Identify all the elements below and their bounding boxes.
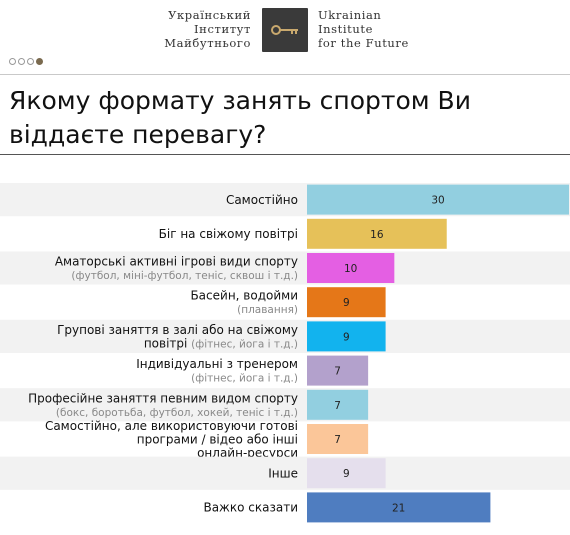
category-label: онлайн-ресурси <box>197 446 298 460</box>
row-band <box>0 456 570 490</box>
logo-ua-line-2: Інститут <box>194 22 251 36</box>
logo-text-english: Ukrainian Institute for the Future <box>318 8 409 50</box>
category-label: Індивідуальні з тренером <box>136 357 298 371</box>
category-label: Самостійно <box>226 193 298 207</box>
category-label: повітрі (фітнес, йога і т.д.) <box>144 336 298 350</box>
bar-value-label: 9 <box>343 331 350 343</box>
category-sublabel: (бокс, боротьба, футбол, хокей, теніс і … <box>56 407 298 419</box>
row-band <box>0 319 570 353</box>
category-label: Аматорські активні ігрові види спорту <box>55 255 298 269</box>
bar-value-label: 30 <box>431 195 444 207</box>
pager-dot-3[interactable] <box>27 58 34 65</box>
category-label: Професійне заняття певним видом спорту <box>28 391 298 405</box>
logo-en-line-1: Ukrainian <box>318 8 382 22</box>
bar <box>307 321 386 352</box>
bar <box>307 492 491 523</box>
bar <box>307 389 369 420</box>
category-label: Біг на свіжому повітрі <box>159 227 298 241</box>
category-label: Групові заняття в залі або на свіжому <box>57 323 298 337</box>
bar <box>307 184 569 215</box>
logo-en-line-3: for the Future <box>318 36 409 50</box>
logo-en-line-2: Institute <box>318 22 374 36</box>
category-label: Важко сказати <box>203 501 298 515</box>
category-label: Інше <box>268 466 298 480</box>
row-band <box>0 388 570 422</box>
bar-value-label: 7 <box>334 366 341 378</box>
logo-ua-line-3: Майбутнього <box>164 36 251 50</box>
category-label: програми / відео або інші <box>137 432 298 446</box>
title-divider <box>0 154 570 155</box>
row-band <box>0 251 570 285</box>
bar-value-label: 7 <box>334 434 341 446</box>
bar <box>307 355 369 386</box>
category-label: Самостійно, але використовуючи готові <box>45 419 298 433</box>
bar <box>307 458 386 489</box>
category-label: Басейн, водойми <box>190 289 298 303</box>
pager-dot-1[interactable] <box>9 58 16 65</box>
key-icon <box>262 8 308 52</box>
header-divider <box>0 74 570 75</box>
bar <box>307 253 395 283</box>
logo: Український Інститут Майбутнього Ukraini… <box>0 8 570 54</box>
chart-title: Якому формату занять спортом Ви віддаєте… <box>9 86 471 149</box>
bar-value-label: 16 <box>370 229 384 241</box>
category-sublabel: (плавання) <box>237 304 298 316</box>
bar-value-label: 10 <box>344 263 357 275</box>
bar-value-label: 9 <box>343 468 350 480</box>
bar <box>307 218 447 249</box>
category-sublabel: (футбол, міні-футбол, теніс, сквош і т.д… <box>71 270 298 282</box>
bar-value-label: 21 <box>392 502 405 514</box>
logo-ua-line-1: Український <box>168 8 251 22</box>
bar-value-label: 9 <box>343 297 350 309</box>
pager-dot-4[interactable] <box>36 58 43 65</box>
bar <box>307 424 369 454</box>
pager-dot-2[interactable] <box>18 58 25 65</box>
bar <box>307 287 386 318</box>
category-sublabel: (фітнес, йога і т.д.) <box>191 373 298 385</box>
logo-text-ukrainian: Український Інститут Майбутнього <box>164 8 251 50</box>
bar-value-label: 7 <box>334 400 341 412</box>
